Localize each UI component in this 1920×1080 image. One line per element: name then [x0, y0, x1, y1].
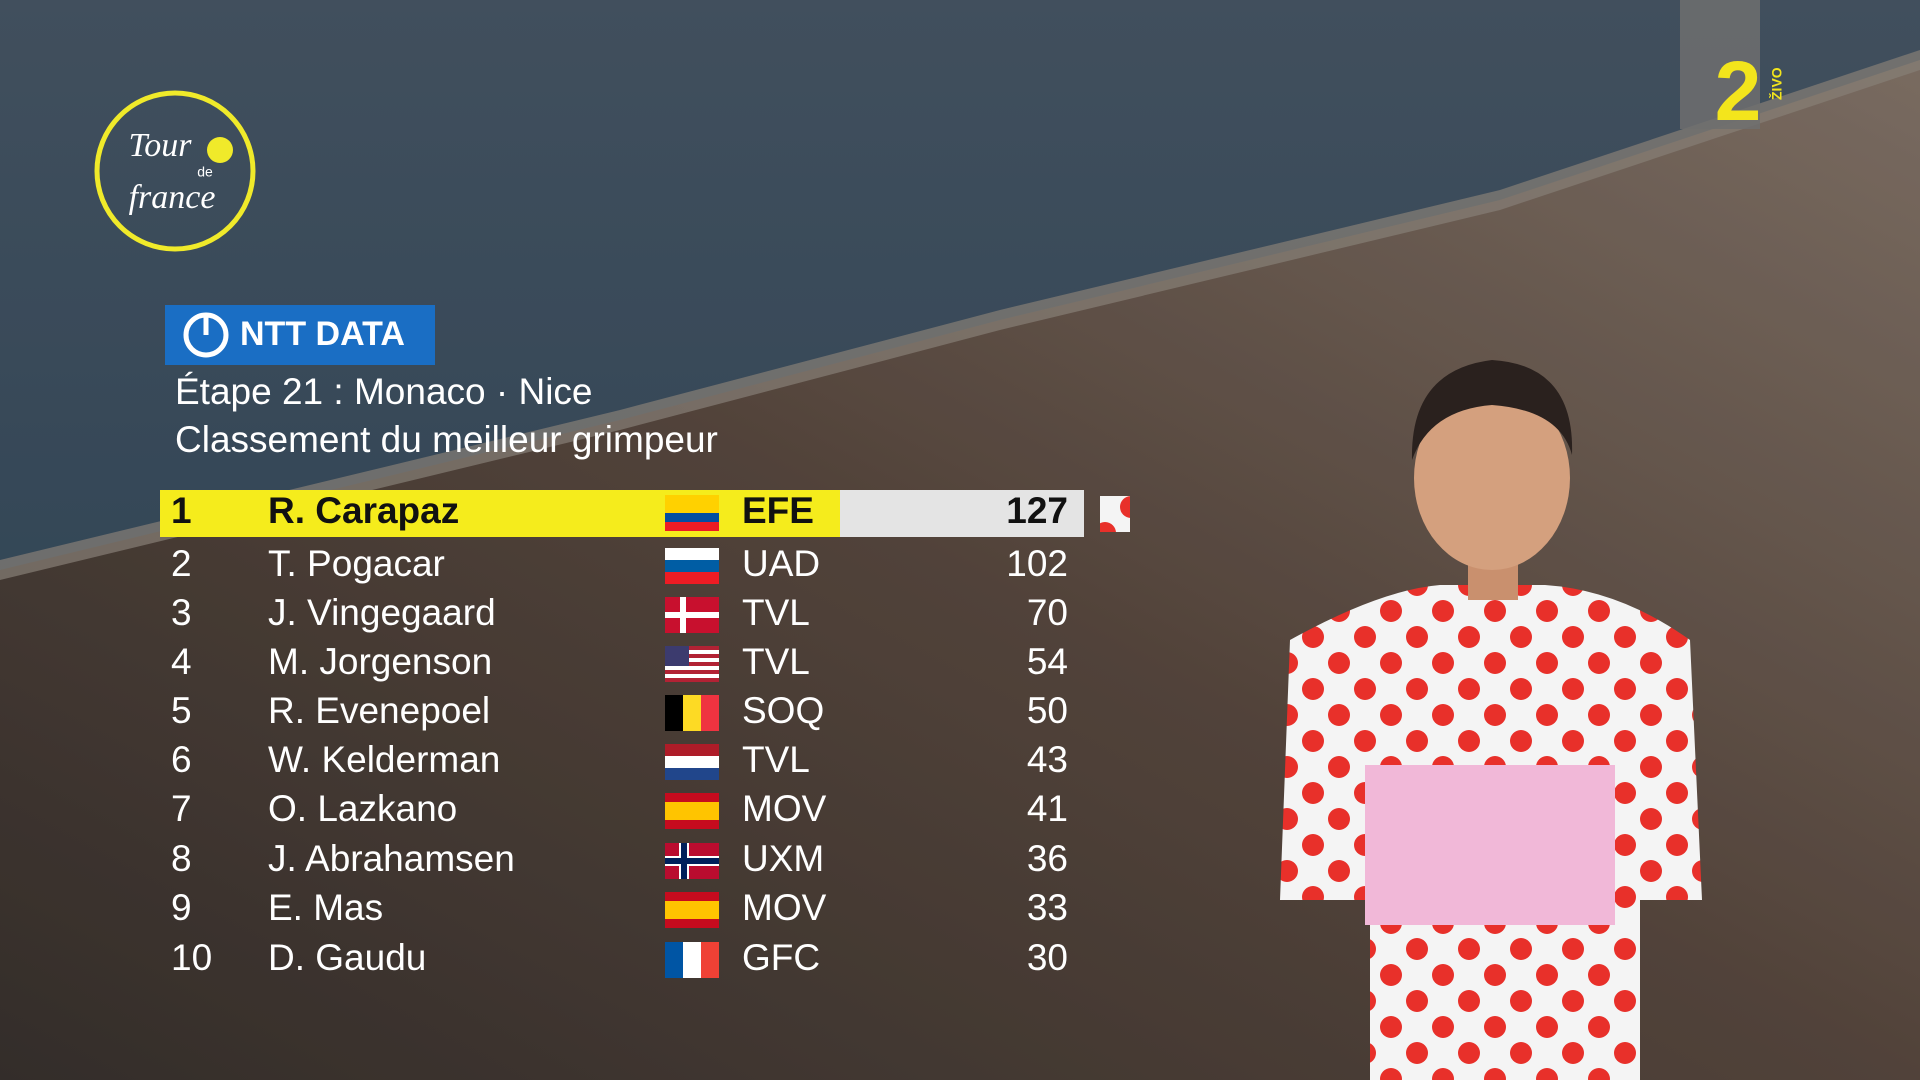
team-code: MOV: [742, 887, 827, 928]
tour-logo: Tour de france: [94, 90, 256, 252]
sponsor: NTT DATA: [165, 305, 435, 365]
logo-text: france: [129, 179, 216, 216]
rank: 5: [171, 690, 192, 731]
rank: 9: [171, 887, 192, 928]
team-code: UXM: [742, 838, 824, 879]
rider-name: T. Pogacar: [268, 543, 445, 584]
rank: 1: [171, 490, 192, 531]
rider-name: D. Gaudu: [268, 937, 426, 978]
flag: [665, 744, 719, 780]
rank: 6: [171, 739, 192, 780]
rider-name: O. Lazkano: [268, 788, 457, 829]
sponsor-name: NTT DATA: [240, 315, 405, 353]
team-code: TVL: [742, 592, 810, 633]
rider-name: W. Kelderman: [268, 739, 500, 780]
flag: [665, 548, 719, 584]
channel-logo: 2 ŽIVO: [1680, 0, 1785, 138]
flag: [665, 793, 719, 829]
logo-text: Tour: [128, 127, 192, 164]
points: 127: [1006, 490, 1068, 531]
points: 36: [1027, 838, 1068, 879]
team-code: SOQ: [742, 690, 824, 731]
rank: 10: [171, 937, 212, 978]
rank: 8: [171, 838, 192, 879]
rider-name: E. Mas: [268, 887, 383, 928]
team-code: GFC: [742, 937, 820, 978]
flags: [665, 495, 719, 978]
flag: [665, 843, 719, 879]
team-code: EFE: [742, 490, 814, 531]
points: 102: [1006, 543, 1068, 584]
channel-number: 2: [1715, 44, 1762, 138]
rider-name: J. Abrahamsen: [268, 838, 515, 879]
rider-name: M. Jorgenson: [268, 641, 492, 682]
rider-name: R. Carapaz: [268, 490, 459, 531]
channel-tag: ŽIVO: [1768, 67, 1785, 100]
rider: [1280, 360, 1702, 1080]
flag: [665, 892, 719, 928]
logo-text: de: [197, 164, 213, 180]
points: 43: [1027, 739, 1068, 780]
points: 50: [1027, 690, 1068, 731]
rank: 7: [171, 788, 192, 829]
team-code: TVL: [742, 739, 810, 780]
points: 70: [1027, 592, 1068, 633]
flag: [665, 495, 719, 531]
rider-name: J. Vingegaard: [268, 592, 496, 633]
flag: [665, 646, 719, 682]
rank: 3: [171, 592, 192, 633]
points: 41: [1027, 788, 1068, 829]
flag: [665, 695, 719, 731]
rank: 4: [171, 641, 192, 682]
points: 30: [1027, 937, 1068, 978]
classification-title: Classement du meilleur grimpeur: [175, 419, 718, 460]
flag: [665, 942, 719, 978]
leader-bar: [160, 490, 1130, 537]
team-code: MOV: [742, 788, 827, 829]
team-code: TVL: [742, 641, 810, 682]
stage-title: Étape 21 : Monaco · Nice: [175, 371, 593, 412]
rider-name: R. Evenepoel: [268, 690, 490, 731]
points: 54: [1027, 641, 1068, 682]
points: 33: [1027, 887, 1068, 928]
rank: 2: [171, 543, 192, 584]
flag: [665, 597, 719, 633]
standings: 1 R. Carapaz EFE 127 2 T. Pogacar UAD 102 3 J. Vi…: [171, 490, 1068, 978]
team-code: UAD: [742, 543, 820, 584]
